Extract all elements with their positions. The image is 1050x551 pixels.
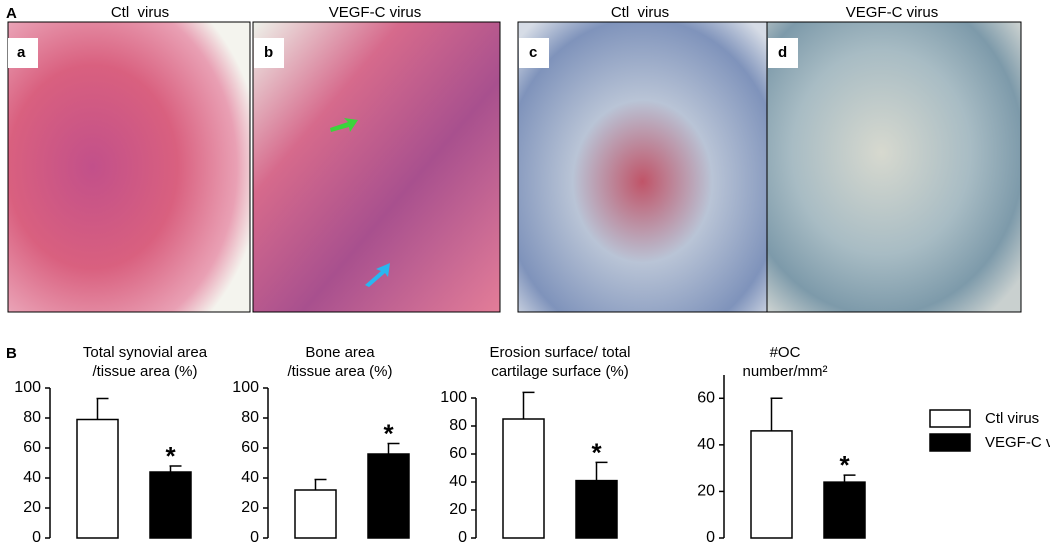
panel-image [517,21,768,313]
y-tick-label: 0 [458,529,467,546]
legend-label: Ctl virus [985,410,1039,427]
y-tick-label: 60 [23,439,41,456]
bar [294,489,337,539]
panel-label-box [254,38,284,68]
y-tick-label: 60 [697,390,715,407]
error-bar [522,391,535,419]
significance-mark: * [383,418,394,448]
arrow [330,118,358,132]
panel-header: Ctl virus [111,4,169,21]
significance-mark: * [591,437,602,467]
arrow [365,263,390,287]
y-tick-label: 20 [23,499,41,516]
chart-title: cartilage surface (%) [491,363,629,380]
error-bar [595,461,608,481]
part-label: A [6,5,17,22]
error-bar [843,474,856,483]
panel-image [252,21,501,313]
error-bar [770,397,783,431]
significance-mark: * [839,450,850,480]
error-bar [96,397,109,420]
chart-title: number/mm² [742,363,827,380]
bar [823,481,866,539]
chart-title: /tissue area (%) [92,363,197,380]
panel-image [766,21,1022,313]
y-tick-label: 40 [449,473,467,490]
y-tick-label: 80 [449,417,467,434]
y-tick-label: 0 [250,529,259,546]
panel-header: VEGF-C virus [329,4,422,21]
panel-label: b [264,44,273,61]
chart-title: Bone area [305,344,375,361]
panel-label: d [778,44,787,61]
y-tick-label: 100 [440,389,467,406]
error-bar [169,465,182,472]
y-tick-label: 20 [697,483,715,500]
panel-label: a [17,44,26,61]
bar [149,471,192,539]
error-bar [314,478,327,490]
part-label: B [6,345,17,362]
y-tick-label: 80 [241,409,259,426]
panel-header: VEGF-C virus [846,4,939,21]
y-tick-label: 40 [241,469,259,486]
chart-title: Total synovial area [83,344,208,361]
panel-label-box [768,38,798,68]
legend-swatch [929,433,971,452]
legend: Ctl virus VEGF-C virus [929,409,1050,452]
legend-swatch [929,409,971,428]
y-tick-label: 20 [449,501,467,518]
panel-image [7,21,251,313]
chart-title: #OC [770,344,801,361]
y-tick-label: 60 [241,439,259,456]
y-tick-label: 40 [697,436,715,453]
chart-title: /tissue area (%) [287,363,392,380]
y-tick-label: 100 [14,379,41,396]
y-tick-label: 20 [241,499,259,516]
error-bar [387,442,400,454]
y-tick-label: 40 [23,469,41,486]
bar [76,418,119,539]
chart-title: Erosion surface/ total [490,344,631,361]
bar [502,418,545,539]
bar [575,479,618,539]
panel-header: Ctl virus [611,4,669,21]
y-tick-label: 0 [706,529,715,546]
y-tick-label: 80 [23,409,41,426]
y-tick-label: 60 [449,445,467,462]
bar [750,430,793,539]
panel-label-box [519,38,549,68]
legend-label: VEGF-C virus [985,434,1050,451]
y-tick-label: 100 [232,379,259,396]
bar [367,453,410,539]
panel-label-box [8,38,38,68]
significance-mark: * [165,441,176,471]
panel-label: c [529,44,537,61]
y-tick-label: 0 [32,529,41,546]
histology-row: a b c d A Ctl virus VEGF-C virus Ctl vir… [6,4,1022,362]
